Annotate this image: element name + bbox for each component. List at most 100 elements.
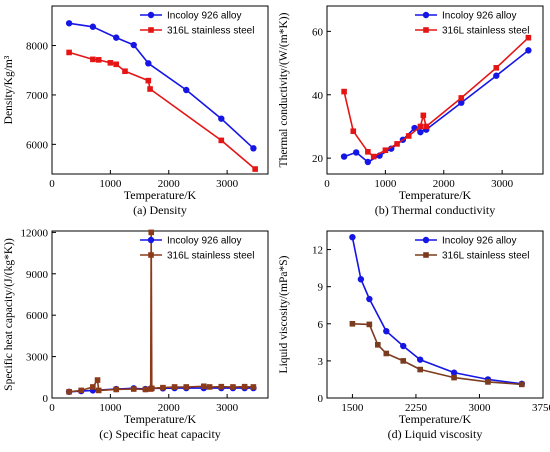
series-2 [66,49,258,172]
data-point [525,34,532,41]
x-tick-label: 1000 [374,178,397,190]
data-point [250,384,257,390]
data-point [142,386,149,393]
chart-panel-a: 0 1000 2000 3000 6000 7000 8000 Temperature/K De… [3,5,269,217]
data-point [485,379,491,385]
data-point [420,112,427,119]
series-line [352,323,522,386]
data-point [366,295,373,303]
data-point [122,68,128,75]
x-tick-label: 2000 [433,178,456,190]
legend-label: Incoloy 926 alloy [442,236,517,247]
data-point [349,320,356,327]
data-point [493,65,500,71]
y-axis-label: Liquid viscosity/(mPa*S) [278,255,290,373]
data-point [370,153,377,160]
x-tick-label: 0 [324,178,330,190]
data-point [250,145,257,152]
data-point [341,88,347,95]
y-tick-label: 3 [318,356,324,368]
x-tick-label: 2250 [405,402,428,414]
chart-panel-c: 0 1000 2000 3000 0 3000 6000 9000 12000 Temperatu… [3,227,269,441]
data-point [352,149,360,156]
data-point [171,384,178,390]
data-point [405,133,412,139]
data-point [107,60,114,66]
data-point [375,342,381,348]
data-point [349,233,356,241]
data-point [519,381,525,388]
x-tick-label: 1000 [99,402,122,414]
x-tick-label: 1000 [99,178,122,190]
x-tick-label: 3000 [468,402,491,414]
data-point [78,387,84,394]
x-tick-label: 0 [49,402,55,414]
data-point [383,328,390,335]
data-point [357,276,365,283]
data-point [90,384,96,390]
data-point [183,86,190,94]
series-2 [349,320,525,388]
y-tick-label: 9000 [26,269,49,281]
x-axis-label: Temperature/K [124,412,197,426]
data-point [65,20,73,27]
data-point [400,358,407,364]
legend-label: 316L stainless steel [442,251,529,262]
data-point [458,99,465,106]
panel-caption: (d) Liquid viscosity [388,427,483,441]
data-point [130,386,137,392]
x-tick-label: 3000 [216,402,239,414]
data-point [230,384,236,390]
y-tick-label: 9 [318,282,324,294]
data-point [113,34,120,41]
data-point [400,342,407,350]
data-point [148,229,155,236]
panel-caption: (c) Specific heat capacity [99,427,221,441]
x-tick-label: 2000 [158,402,181,414]
y-tick-label: 20 [312,153,324,165]
y-tick-label: 6000 [26,139,49,151]
data-point [382,147,389,154]
data-point [218,137,225,144]
plot-frame [51,5,269,175]
data-point [451,374,457,381]
data-point [241,383,248,390]
data-point [130,41,137,49]
x-tick-label: 2000 [158,178,181,190]
y-tick-label: 0 [43,393,49,405]
data-point [423,123,430,130]
legend: Incoloy 926 alloy 316L stainless steel [415,236,529,262]
series-line [343,37,529,158]
data-point [458,95,465,101]
data-point [95,57,102,63]
plot-frame [51,230,269,399]
data-point [200,383,207,390]
panel-caption: (a) Density [133,203,187,217]
data-point [417,128,424,136]
x-tick-label: 1500 [341,402,364,414]
data-point [252,166,258,172]
data-point [160,384,166,391]
data-point [218,115,225,122]
series-1 [340,47,532,166]
series-1 [65,20,257,152]
data-point [147,86,153,92]
legend: Incoloy 926 alloy 316L stainless steel [140,236,254,262]
legend-label: Incoloy 926 alloy [442,11,517,22]
plot-frame [326,5,544,175]
data-point [417,123,424,130]
data-point [417,366,423,373]
y-tick-label: 12000 [21,227,49,239]
legend-marker [148,27,154,33]
data-point [350,128,357,135]
y-axis-label: Thermal conductivity/(W/(m*K)) [278,12,290,167]
legend-marker [422,236,430,244]
legend-label: Incoloy 926 alloy [167,11,242,22]
data-point [113,386,120,393]
y-tick-label: 7000 [26,90,49,102]
data-point [218,383,225,390]
legend: Incoloy 926 alloy 316L stainless steel [415,11,529,37]
